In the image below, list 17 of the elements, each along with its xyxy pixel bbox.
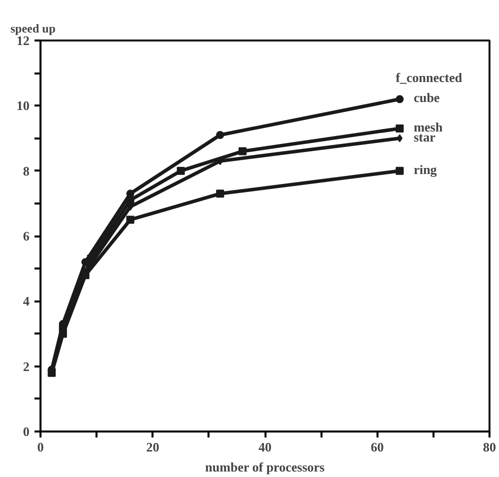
y-tick-label: 10 [16, 98, 30, 114]
y-tick-label: 8 [23, 163, 30, 178]
y-axis-title: speed up [10, 22, 56, 36]
y-tick-label: 4 [23, 294, 30, 309]
series-label: ring [414, 162, 438, 177]
y-tick-label: 0 [23, 424, 30, 439]
series-label: cube [414, 90, 440, 106]
x-axis-title: number of processors [205, 460, 325, 474]
x-tick-label: 40 [258, 440, 272, 454]
x-tick-label: 0 [37, 440, 44, 454]
legend-title: f_connected [396, 70, 463, 86]
x-tick-label: 60 [370, 440, 384, 454]
y-tick-label: 6 [23, 228, 30, 244]
x-tick-label: 80 [483, 440, 496, 454]
x-tick-label: 20 [146, 440, 160, 454]
y-tick-label: 2 [23, 358, 30, 374]
y-tick-label: 12 [16, 33, 30, 48]
